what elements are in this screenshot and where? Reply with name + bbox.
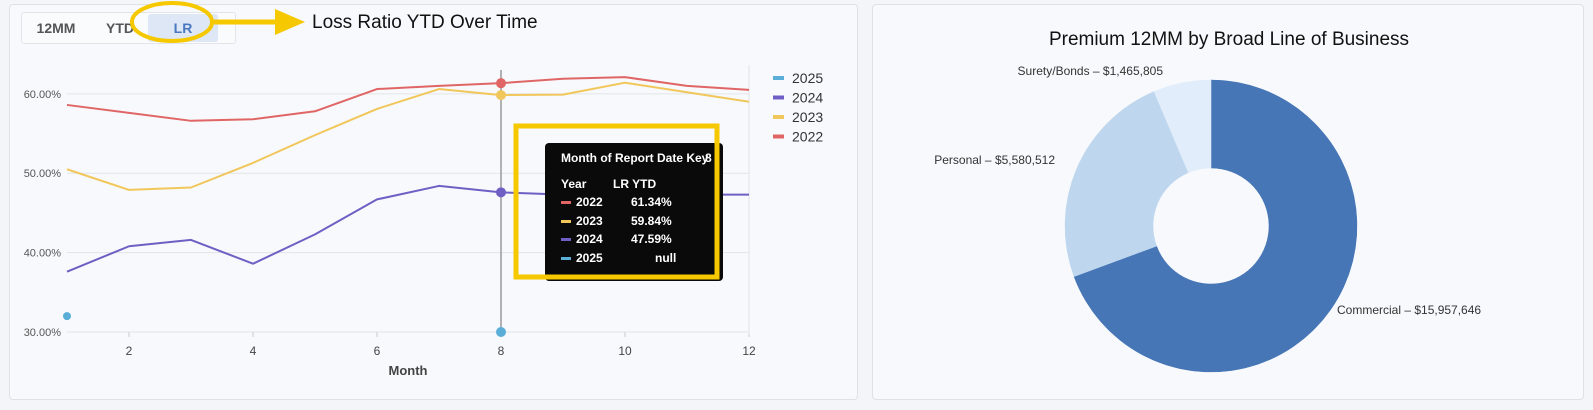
tooltip-swatch: [561, 201, 571, 204]
loss-ratio-panel: 12MM YTD LR Loss Ratio YTD Over Time 30.…: [9, 4, 858, 400]
series-line-2023: [66, 81, 750, 191]
legend-label-2024: 2024: [792, 90, 823, 106]
x-tick-label: 6: [374, 344, 381, 358]
donut-chart-title: Premium 12MM by Broad Line of Business: [1048, 29, 1410, 50]
data-point-2025: [496, 327, 506, 337]
legend-swatch-2025: [773, 76, 784, 80]
tooltip-row-year: 2022: [576, 195, 603, 209]
x-tick-label: 8: [498, 344, 505, 358]
x-tick-label: 12: [742, 344, 756, 358]
donut-label: Surety/Bonds – $1,465,805: [1018, 64, 1164, 78]
y-tick-label: 50.00%: [24, 168, 62, 180]
tooltip-row-value: 59.84%: [631, 213, 672, 228]
legend-swatch-2024: [773, 95, 784, 100]
legend-label-2025: 2025: [792, 70, 823, 86]
legend-swatch-2022: [773, 134, 784, 139]
loss-ratio-line-chart: 30.00% 40.00% 50.00% 60.00% 2 4 6 8 10 12 Month 202…: [24, 65, 823, 378]
premium-donut-chart: Commercial – $15,957,646 Personal – $5,58…: [934, 64, 1481, 373]
tooltip-row-year: 2023: [576, 213, 603, 228]
line-chart-title: Loss Ratio YTD Over Time: [312, 12, 538, 33]
data-point-2023: [496, 90, 506, 101]
tooltip-row-value: null: [655, 250, 677, 265]
legend-label-2023: 2023: [792, 109, 823, 125]
premium-panel: Premium 12MM by Broad Line of Business C…: [872, 4, 1584, 400]
series-line-2022: [66, 76, 750, 122]
tooltip-col-year: Year: [561, 177, 587, 191]
donut-slice-personal: [1064, 91, 1189, 277]
tooltip-row-year: 2025: [576, 250, 603, 265]
tooltip-swatch: [561, 256, 571, 260]
donut-slice-surety-bonds: [1153, 79, 1212, 173]
x-tick-label: 4: [250, 344, 257, 358]
tab-12mm[interactable]: 12MM: [36, 20, 76, 36]
x-tick-label: 10: [618, 344, 632, 358]
chart-tooltip: Month of Report Date Key 8 Year LR YTD 2…: [545, 143, 723, 281]
tooltip-row-value: 61.34%: [631, 195, 672, 209]
legend-label-2022: 2022: [792, 129, 823, 145]
tooltip-swatch: [561, 238, 571, 241]
donut-slice-commercial: [1073, 79, 1358, 373]
y-tick-label: 60.00%: [24, 89, 62, 101]
tooltip-row-year: 2024: [576, 232, 603, 246]
tooltip-header-value: 8: [705, 151, 712, 165]
tooltip-col-value: LR YTD: [613, 177, 657, 191]
y-tick-label: 40.00%: [24, 248, 62, 260]
legend-swatch-2023: [773, 115, 784, 119]
data-point-2025: [63, 312, 71, 321]
tooltip-row-value: 47.59%: [631, 232, 672, 246]
donut-label: Commercial – $15,957,646: [1337, 303, 1481, 317]
data-point-2024: [496, 187, 506, 198]
donut-label: Personal – $5,580,512: [934, 153, 1055, 167]
tab-ytd[interactable]: YTD: [106, 20, 134, 36]
data-point-2022: [496, 78, 506, 89]
x-tick-label: 2: [126, 344, 133, 358]
x-axis-label: Month: [389, 363, 428, 378]
tooltip-header-label: Month of Report Date Key: [561, 151, 709, 165]
y-tick-label: 30.00%: [24, 327, 62, 339]
tooltip-swatch: [561, 219, 571, 223]
